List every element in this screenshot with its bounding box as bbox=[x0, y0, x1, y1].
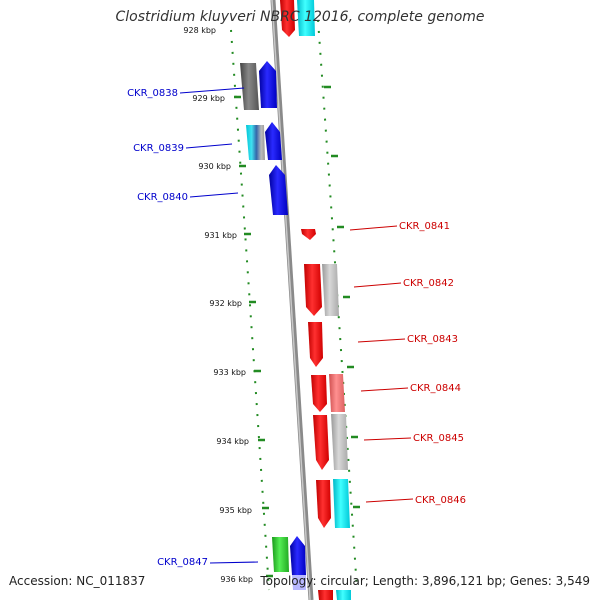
position-label: 929 kbp bbox=[192, 94, 225, 103]
gene-CKR_0843-arrow[interactable] bbox=[308, 322, 323, 367]
leader-line-CKR_0838 bbox=[179, 87, 245, 94]
gene-CKR_0846-arrow[interactable] bbox=[316, 480, 331, 528]
gene-CKR_0844-arrow[interactable] bbox=[311, 375, 327, 412]
gene-arrow-partial-bottom-red[interactable] bbox=[318, 590, 333, 600]
leader-line-CKR_0842 bbox=[353, 282, 402, 288]
gene-arrow-partial-bottom-cyan[interactable] bbox=[336, 590, 351, 600]
genome-backbone bbox=[270, 0, 314, 600]
gene-label-CKR_0843[interactable]: CKR_0843 bbox=[407, 334, 458, 345]
gene-label-CKR_0838[interactable]: CKR_0838 bbox=[127, 88, 178, 99]
gene-CKR_0847-arrow[interactable] bbox=[290, 536, 306, 575]
gene-CKR_0842-grey-block[interactable] bbox=[322, 264, 339, 316]
leader-line-CKR_0845 bbox=[363, 437, 412, 441]
gene-label-CKR_0839[interactable]: CKR_0839 bbox=[133, 143, 184, 154]
position-label: 930 kbp bbox=[198, 162, 231, 171]
right-scale-track bbox=[317, 19, 358, 591]
gene-label-CKR_0844[interactable]: CKR_0844 bbox=[410, 383, 461, 394]
gene-CKR_0842-arrow[interactable] bbox=[304, 264, 322, 316]
position-label: 928 kbp bbox=[183, 26, 216, 35]
gene-CKR_0845-arrow[interactable] bbox=[313, 415, 329, 470]
gene-CKR_0846-cyan-block[interactable] bbox=[333, 479, 350, 528]
gene-label-CKR_0840[interactable]: CKR_0840 bbox=[137, 192, 188, 203]
position-label: 934 kbp bbox=[216, 437, 249, 446]
leader-line-CKR_0841 bbox=[349, 225, 398, 231]
gene-CKR_0839-mixed-block[interactable] bbox=[246, 125, 265, 160]
gene-CKR_0844-pink-block[interactable] bbox=[329, 374, 345, 412]
gene-CKR_0840-arrow[interactable] bbox=[269, 165, 288, 215]
gene-CKR_0845-grey-block[interactable] bbox=[331, 414, 348, 470]
gene-label-CKR_0847[interactable]: CKR_0847 bbox=[157, 557, 208, 568]
gene-CKR_0838-grey-block[interactable] bbox=[240, 63, 259, 110]
gene-CKR_0841-arrow[interactable] bbox=[301, 229, 316, 240]
right-major-ticks bbox=[324, 85, 360, 509]
gene-CKR_0838-arrow[interactable] bbox=[259, 61, 277, 108]
position-label: 931 kbp bbox=[204, 231, 237, 240]
leader-line-CKR_0847 bbox=[209, 561, 259, 564]
topology-text: Topology: circular; Length: 3,896,121 bp… bbox=[260, 574, 590, 588]
page-title: Clostridium kluyveri NBRC 12016, complet… bbox=[115, 9, 485, 25]
gene-label-CKR_0845[interactable]: CKR_0845 bbox=[413, 433, 464, 444]
left-major-ticks bbox=[234, 95, 273, 578]
gene-arrow-partial-top-cyan[interactable] bbox=[297, 0, 315, 36]
position-label: 933 kbp bbox=[213, 368, 246, 377]
gene-label-CKR_0842[interactable]: CKR_0842 bbox=[403, 278, 454, 289]
leader-line-CKR_0844 bbox=[360, 387, 409, 392]
left-scale-track bbox=[230, 29, 270, 591]
gene-arrow-partial-top-red[interactable] bbox=[280, 0, 295, 37]
gene-CKR_0847-arrow-faded bbox=[292, 575, 306, 590]
gene-CKR_0839-arrow[interactable] bbox=[265, 122, 282, 160]
leader-line-CKR_0846 bbox=[365, 498, 414, 503]
leader-line-CKR_0840 bbox=[189, 192, 239, 198]
accession-text: Accession: NC_011837 bbox=[9, 574, 146, 588]
leader-line-CKR_0839 bbox=[185, 143, 233, 149]
gene-label-CKR_0846[interactable]: CKR_0846 bbox=[415, 495, 466, 506]
position-label: 935 kbp bbox=[219, 506, 252, 515]
gene-CKR_0847-green-block[interactable] bbox=[272, 537, 289, 572]
position-label: 932 kbp bbox=[209, 299, 242, 308]
leader-line-CKR_0843 bbox=[357, 338, 406, 343]
genome-backbone-highlight bbox=[271, 0, 311, 600]
position-label: 936 kbp bbox=[220, 575, 253, 584]
gene-label-CKR_0841[interactable]: CKR_0841 bbox=[399, 221, 450, 232]
